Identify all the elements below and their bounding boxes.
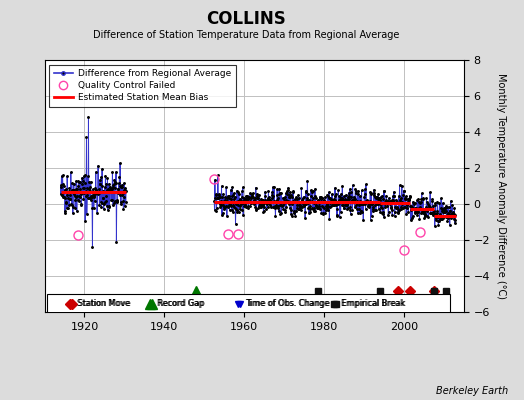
Text: Empirical Break: Empirical Break [342, 299, 406, 308]
Text: Record Gap: Record Gap [158, 299, 205, 308]
Text: Record Gap: Record Gap [157, 299, 204, 308]
FancyBboxPatch shape [47, 294, 450, 314]
Text: Time of Obs. Change: Time of Obs. Change [246, 299, 330, 308]
Text: Empirical Break: Empirical Break [341, 299, 405, 308]
Text: Time of Obs. Change: Time of Obs. Change [245, 299, 329, 308]
Text: Difference of Station Temperature Data from Regional Average: Difference of Station Temperature Data f… [93, 30, 399, 40]
Text: Station Move: Station Move [79, 299, 131, 308]
Text: Berkeley Earth: Berkeley Earth [436, 386, 508, 396]
Text: COLLINS: COLLINS [206, 10, 286, 28]
Text: Station Move: Station Move [77, 299, 130, 308]
Y-axis label: Monthly Temperature Anomaly Difference (°C): Monthly Temperature Anomaly Difference (… [496, 73, 506, 299]
Legend: Difference from Regional Average, Quality Control Failed, Estimated Station Mean: Difference from Regional Average, Qualit… [49, 64, 236, 107]
